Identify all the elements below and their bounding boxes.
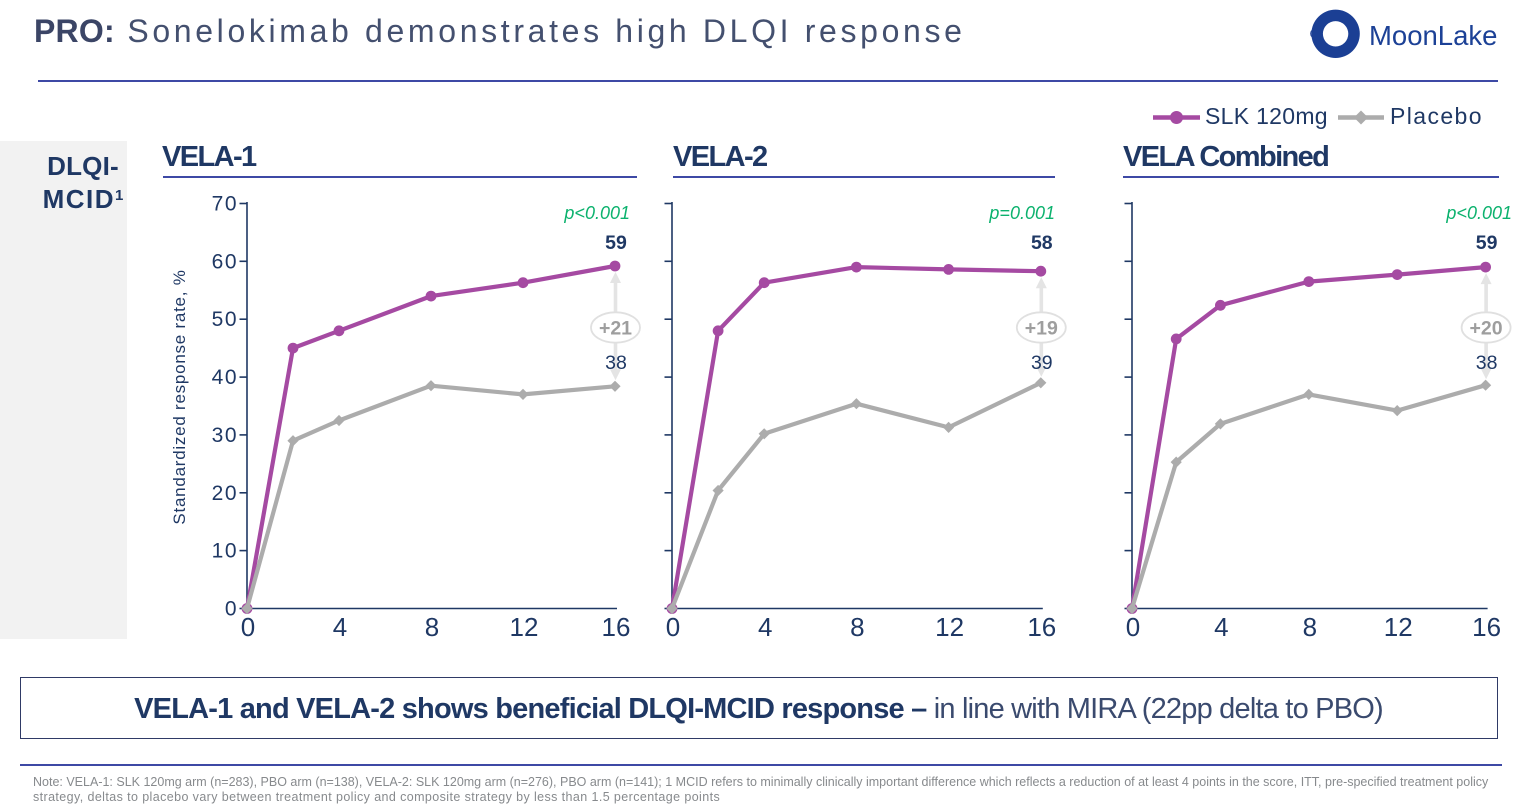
svg-text:8: 8 bbox=[425, 612, 439, 642]
svg-text:p=0.001: p=0.001 bbox=[988, 203, 1055, 223]
svg-text:50: 50 bbox=[212, 308, 238, 331]
svg-text:4: 4 bbox=[1214, 612, 1228, 642]
svg-text:10: 10 bbox=[212, 540, 238, 563]
svg-text:4: 4 bbox=[758, 612, 772, 642]
svg-text:38: 38 bbox=[605, 352, 627, 374]
svg-text:0: 0 bbox=[225, 598, 238, 621]
svg-text:Standardized response rate, %: Standardized response rate, % bbox=[170, 269, 189, 524]
svg-text:+21: +21 bbox=[599, 318, 632, 340]
svg-text:12: 12 bbox=[510, 612, 539, 642]
svg-text:12: 12 bbox=[935, 612, 964, 642]
svg-text:59: 59 bbox=[1476, 232, 1498, 254]
svg-text:4: 4 bbox=[333, 612, 347, 642]
svg-text:+20: +20 bbox=[1470, 318, 1503, 340]
svg-text:40: 40 bbox=[212, 366, 238, 389]
svg-text:0: 0 bbox=[666, 612, 680, 642]
svg-text:16: 16 bbox=[1472, 612, 1501, 642]
svg-text:30: 30 bbox=[212, 424, 238, 447]
svg-text:59: 59 bbox=[605, 232, 627, 254]
svg-text:+19: +19 bbox=[1025, 318, 1058, 340]
svg-text:8: 8 bbox=[850, 612, 864, 642]
svg-text:p<0.001: p<0.001 bbox=[1445, 203, 1512, 223]
svg-text:12: 12 bbox=[1384, 612, 1413, 642]
svg-text:8: 8 bbox=[1303, 612, 1317, 642]
svg-text:20: 20 bbox=[212, 482, 238, 505]
svg-text:58: 58 bbox=[1031, 232, 1053, 254]
svg-text:p<0.001: p<0.001 bbox=[563, 203, 630, 223]
svg-text:0: 0 bbox=[1126, 612, 1140, 642]
svg-text:60: 60 bbox=[212, 250, 238, 273]
svg-text:70: 70 bbox=[212, 193, 238, 216]
svg-text:38: 38 bbox=[1476, 352, 1498, 374]
svg-text:0: 0 bbox=[241, 612, 255, 642]
svg-text:16: 16 bbox=[602, 612, 631, 642]
svg-text:16: 16 bbox=[1027, 612, 1056, 642]
svg-text:39: 39 bbox=[1031, 352, 1053, 374]
